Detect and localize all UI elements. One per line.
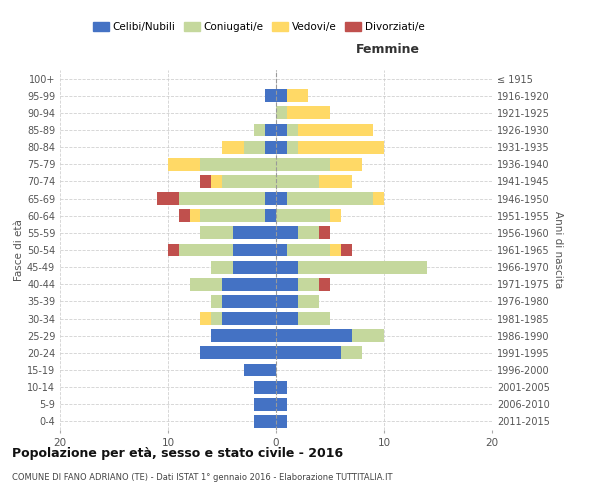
Bar (276, 124, 287, 136)
Bar (276, 295, 298, 308)
Bar (287, 244, 330, 256)
Bar (330, 244, 341, 256)
Bar (276, 90, 287, 102)
Bar (330, 210, 341, 222)
Bar (179, 192, 265, 205)
Bar (276, 346, 341, 360)
Bar (265, 140, 276, 153)
Y-axis label: Anni di nascita: Anni di nascita (553, 212, 563, 288)
Bar (265, 192, 276, 205)
Bar (179, 210, 190, 222)
Bar (211, 175, 222, 188)
Bar (254, 398, 276, 410)
Bar (276, 380, 287, 394)
Bar (276, 312, 298, 325)
Text: COMUNE DI FANO ADRIANO (TE) - Dati ISTAT 1° gennaio 2016 - Elaborazione TUTTITAL: COMUNE DI FANO ADRIANO (TE) - Dati ISTAT… (12, 472, 392, 482)
Legend: Celibi/Nubili, Coniugati/e, Vedovi/e, Divorziati/e: Celibi/Nubili, Coniugati/e, Vedovi/e, Di… (89, 18, 428, 36)
Bar (222, 295, 276, 308)
Bar (222, 312, 276, 325)
Bar (287, 140, 298, 153)
Bar (319, 175, 352, 188)
Text: Popolazione per età, sesso e stato civile - 2016: Popolazione per età, sesso e stato civil… (12, 448, 343, 460)
Bar (373, 192, 384, 205)
Bar (233, 226, 276, 239)
Bar (211, 295, 222, 308)
Bar (254, 415, 276, 428)
Bar (276, 175, 319, 188)
Bar (276, 398, 287, 410)
Bar (298, 295, 319, 308)
Bar (200, 158, 276, 170)
Bar (190, 278, 222, 290)
Bar (298, 124, 373, 136)
Bar (222, 140, 244, 153)
Bar (211, 330, 276, 342)
Bar (276, 192, 287, 205)
Bar (190, 210, 200, 222)
Bar (200, 346, 276, 360)
Bar (276, 226, 298, 239)
Bar (352, 330, 384, 342)
Bar (244, 364, 276, 376)
Bar (233, 244, 276, 256)
Bar (330, 158, 362, 170)
Bar (276, 106, 287, 120)
Bar (254, 124, 265, 136)
Bar (276, 415, 287, 428)
Bar (287, 124, 298, 136)
Bar (276, 140, 287, 153)
Bar (276, 260, 298, 274)
Bar (233, 260, 276, 274)
Bar (222, 175, 276, 188)
Bar (276, 278, 298, 290)
Bar (222, 278, 276, 290)
Bar (200, 312, 211, 325)
Bar (298, 260, 427, 274)
Bar (244, 140, 265, 153)
Bar (298, 312, 330, 325)
Bar (200, 226, 233, 239)
Bar (211, 260, 233, 274)
Bar (276, 330, 352, 342)
Bar (287, 90, 308, 102)
Bar (298, 226, 319, 239)
Bar (341, 244, 352, 256)
Bar (319, 278, 330, 290)
Bar (276, 158, 330, 170)
Bar (276, 210, 330, 222)
Bar (265, 124, 276, 136)
Bar (179, 244, 233, 256)
Bar (287, 106, 330, 120)
Bar (211, 312, 222, 325)
Bar (341, 346, 362, 360)
Bar (276, 244, 287, 256)
Bar (168, 244, 179, 256)
Bar (168, 158, 200, 170)
Bar (319, 226, 330, 239)
Bar (200, 210, 265, 222)
Bar (287, 192, 373, 205)
Text: Femmine: Femmine (356, 42, 421, 56)
Bar (265, 90, 276, 102)
Y-axis label: Fasce di età: Fasce di età (14, 219, 24, 281)
Bar (265, 210, 276, 222)
Bar (298, 140, 384, 153)
Bar (254, 380, 276, 394)
Bar (200, 175, 211, 188)
Bar (298, 278, 319, 290)
Bar (157, 192, 179, 205)
